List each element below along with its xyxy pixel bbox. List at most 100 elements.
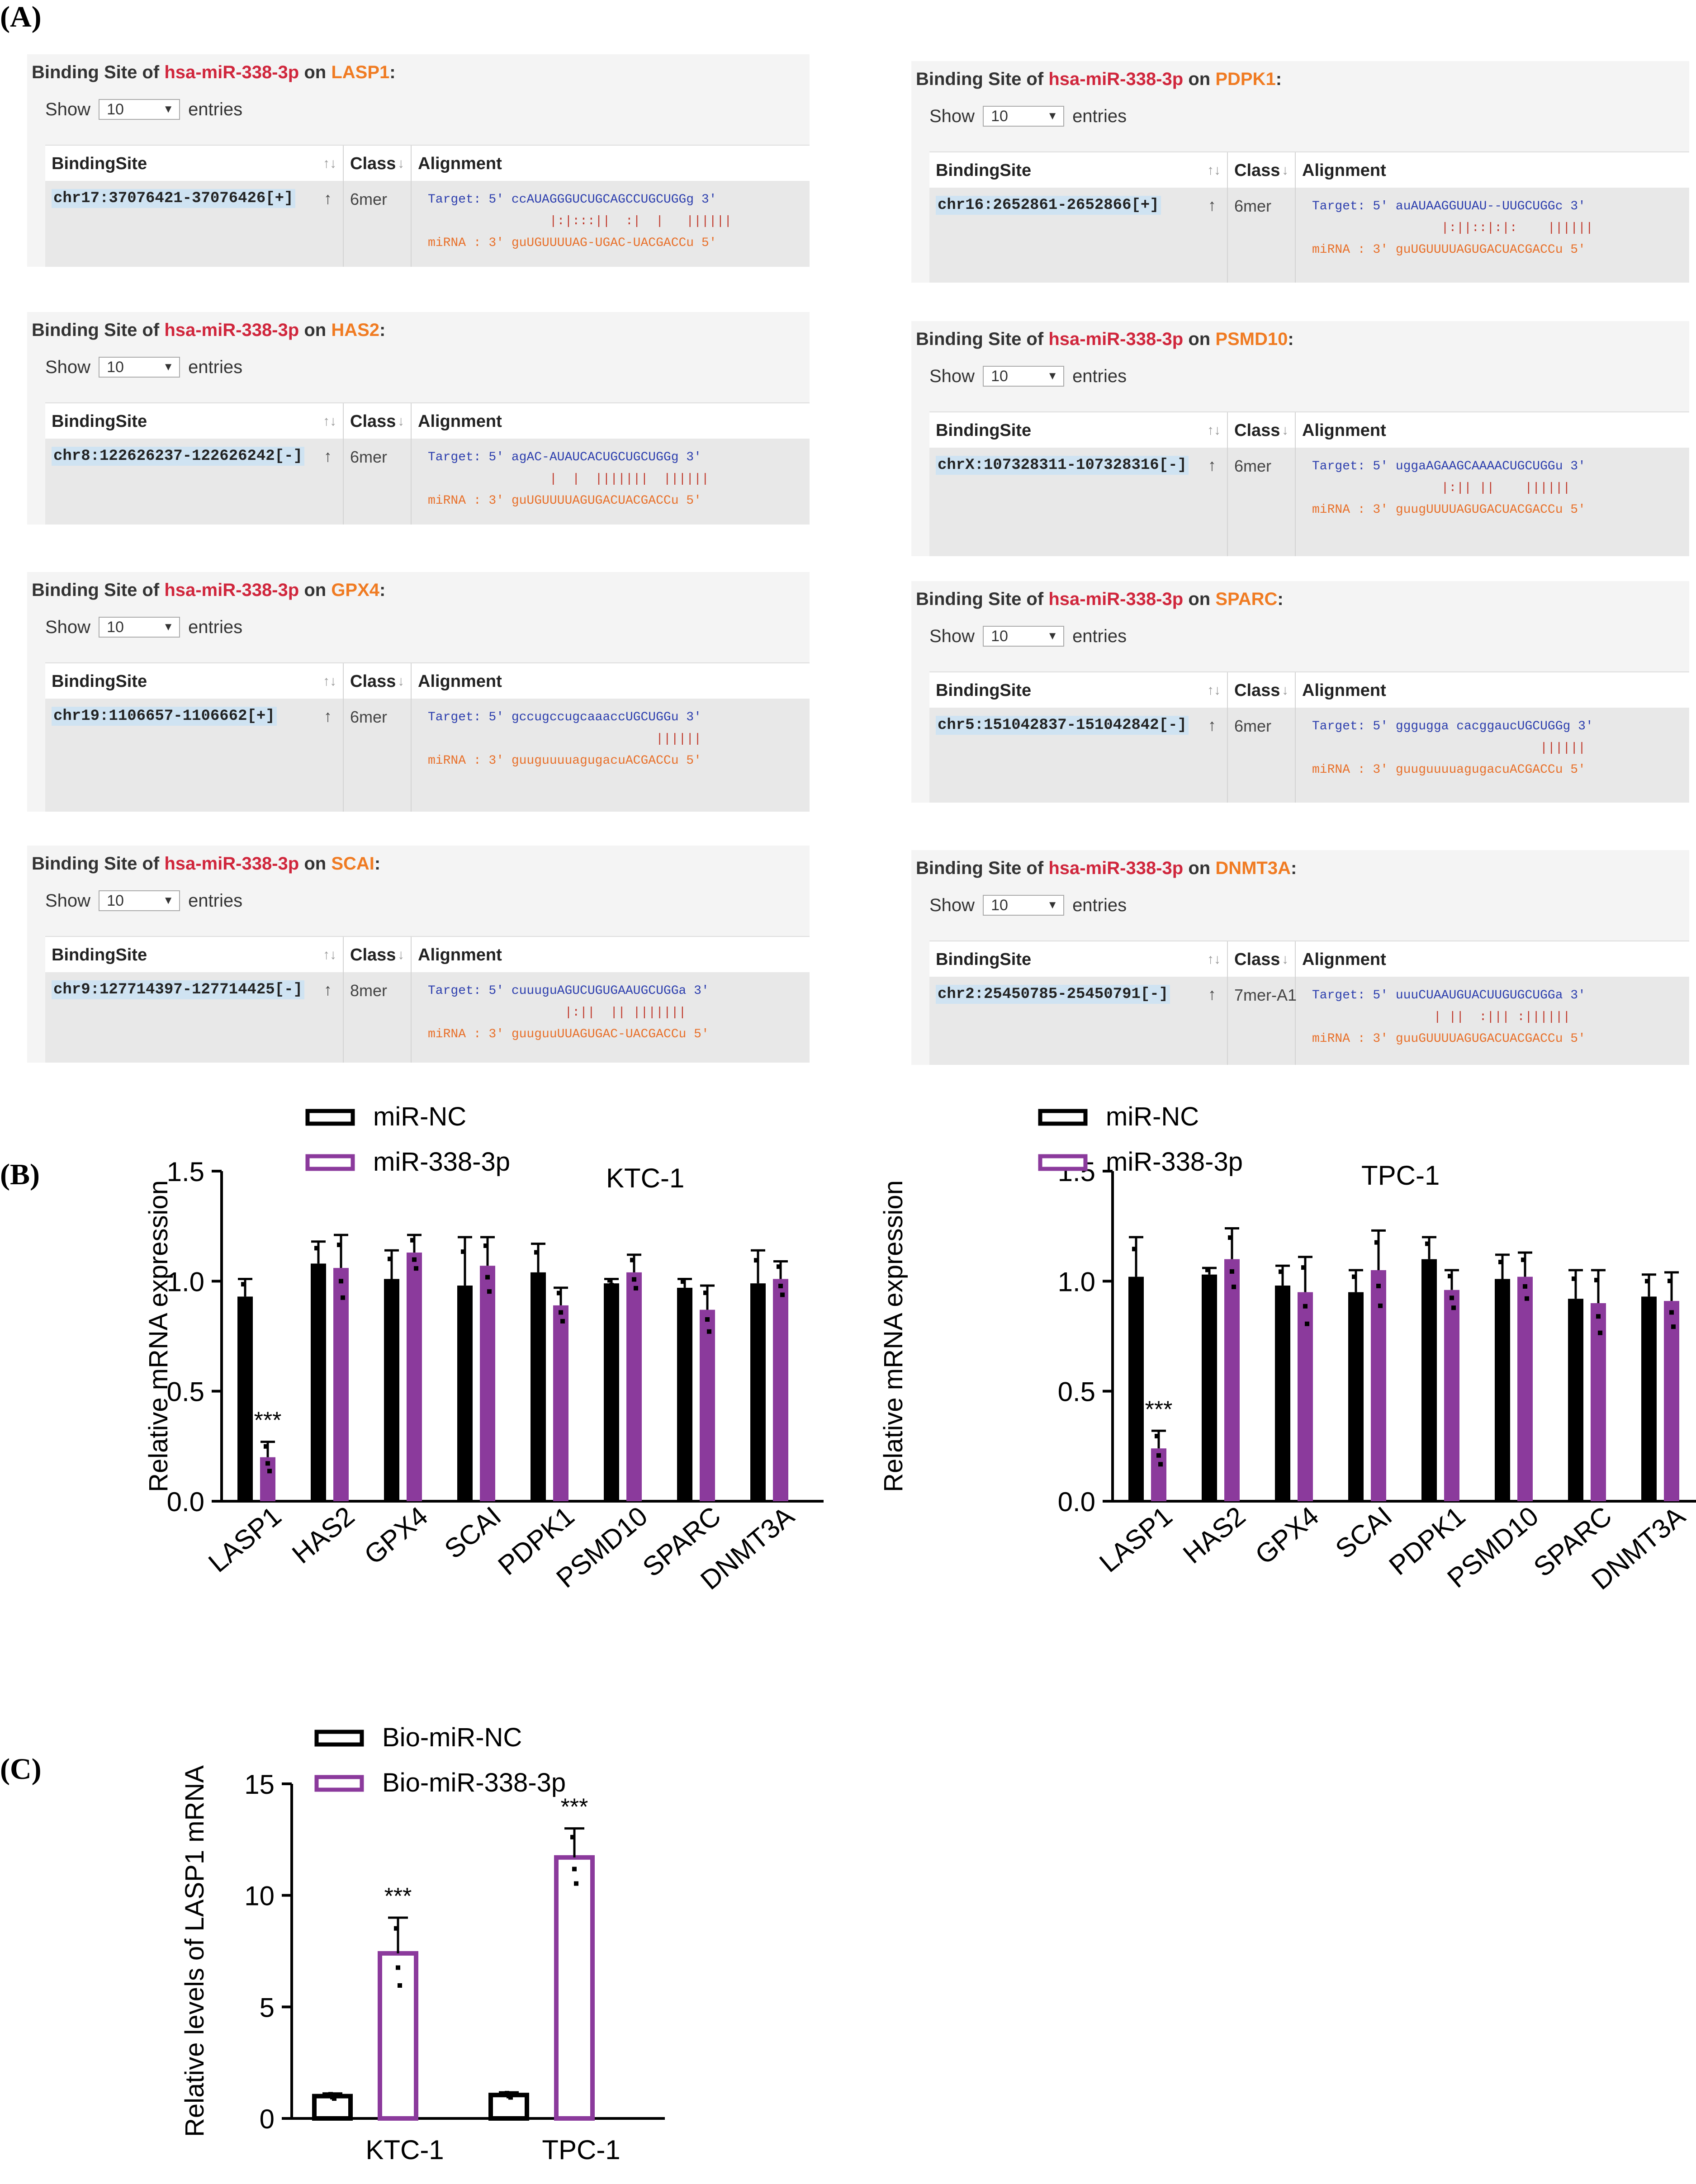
sort-icon[interactable]: ↓: [1282, 683, 1289, 698]
col-header-class[interactable]: Class: [350, 154, 396, 173]
col-header-class[interactable]: Class: [350, 945, 396, 964]
title-colon: :: [374, 854, 381, 874]
panel-label-b: (B): [0, 1158, 40, 1191]
entries-select[interactable]: 10 ▼: [983, 626, 1065, 647]
col-header-site[interactable]: BindingSite: [936, 161, 1032, 180]
mirna-name: hsa-miR-338-3p: [1048, 858, 1184, 878]
col-header-class[interactable]: Class: [1234, 681, 1280, 700]
mirna-line: miRNA : 3' guuGUUUUAGUGACUACGACCu 5': [1312, 1032, 1586, 1046]
col-header-alignment[interactable]: Alignment: [418, 154, 502, 173]
col-header-site[interactable]: BindingSite: [936, 681, 1032, 700]
sort-icon[interactable]: ↑↓: [1207, 683, 1221, 698]
panel-title: Binding Site of hsa-miR-338-3p on GPX4:: [32, 572, 385, 608]
y-tick-label: 0: [260, 2104, 275, 2134]
table-row: chrX:107328311-107328316[-] ↑ 6mer Target…: [929, 448, 1689, 556]
bar: [553, 1305, 568, 1501]
sort-icon[interactable]: ↓: [1282, 163, 1289, 178]
bar: [407, 1253, 422, 1501]
binding-site-value[interactable]: chr9:127714397-127714425[-]: [52, 980, 304, 999]
sort-icon[interactable]: ↑↓: [323, 947, 336, 962]
sort-icon[interactable]: ↑↓: [1207, 163, 1221, 178]
entries-select[interactable]: 10 ▼: [983, 366, 1065, 387]
sort-icon[interactable]: ↑↓: [323, 674, 336, 689]
entries-select[interactable]: 10 ▼: [99, 890, 180, 911]
data-point: [414, 1266, 418, 1271]
col-header-site[interactable]: BindingSite: [52, 412, 147, 431]
alignment-text: Target: 5' gccugccugcaaaccUGCUGGu 3' |||…: [428, 707, 810, 772]
target-line: Target: 5' auAUAAGGUUAU--UUGCUGGc 3': [1312, 199, 1586, 213]
entries-value: 10: [991, 897, 1008, 914]
alignment-text: Target: 5' auAUAAGGUUAU--UUGCUGGc 3' |:|…: [1312, 196, 1689, 261]
table-header: BindingSite ↑↓ Class ↓ Alignment: [929, 411, 1689, 450]
bar: [480, 1266, 495, 1501]
chart-title: KTC-1: [606, 1163, 684, 1193]
entries-select[interactable]: 10 ▼: [99, 99, 180, 120]
data-point: [245, 1310, 249, 1315]
data-point: [1207, 1275, 1212, 1280]
binding-site-value[interactable]: chr17:37076421-37076426[+]: [52, 189, 295, 208]
binding-site-value[interactable]: chr19:1106657-1106662[+]: [52, 707, 277, 726]
binding-site-value[interactable]: chr16:2652861-2652866[+]: [936, 196, 1161, 215]
col-header-alignment[interactable]: Alignment: [1302, 950, 1386, 969]
data-point: [707, 1329, 711, 1334]
entries-select[interactable]: 10 ▼: [99, 357, 180, 378]
data-point: [1448, 1274, 1452, 1279]
legend-label: miR-NC: [1106, 1102, 1199, 1131]
entries-label: entries: [188, 99, 243, 119]
y-axis-label: Relative mRNA expression: [879, 1180, 908, 1492]
col-header-class[interactable]: Class: [1234, 421, 1280, 440]
show-entries: Show 10 ▼ entries: [929, 104, 1127, 128]
sort-icon[interactable]: ↓: [398, 156, 404, 171]
title-prefix: Binding Site of: [32, 62, 160, 82]
col-header-site[interactable]: BindingSite: [52, 154, 147, 173]
x-tick-label: LASP1: [1094, 1501, 1178, 1578]
entries-select[interactable]: 10 ▼: [983, 106, 1065, 127]
col-header-site[interactable]: BindingSite: [936, 950, 1032, 969]
sort-icon[interactable]: ↓: [398, 414, 404, 429]
col-header-alignment[interactable]: Alignment: [418, 412, 502, 431]
data-point: [574, 1881, 578, 1886]
entries-select[interactable]: 10 ▼: [983, 895, 1065, 916]
col-header-alignment[interactable]: Alignment: [418, 672, 502, 691]
sort-icon[interactable]: ↑↓: [1207, 423, 1221, 438]
col-header-alignment[interactable]: Alignment: [1302, 421, 1386, 440]
col-header-alignment[interactable]: Alignment: [418, 945, 502, 964]
show-entries: Show 10 ▼ entries: [45, 97, 242, 122]
entries-select[interactable]: 10 ▼: [99, 617, 180, 638]
binding-site-value[interactable]: chrX:107328311-107328316[-]: [936, 456, 1189, 475]
col-header-site[interactable]: BindingSite: [52, 672, 147, 691]
col-header-site[interactable]: BindingSite: [936, 421, 1032, 440]
data-point: [264, 1444, 268, 1449]
panel-title: Binding Site of hsa-miR-338-3p on SPARC:: [916, 581, 1284, 617]
binding-site-value[interactable]: chr2:25450785-25450791[-]: [936, 985, 1170, 1004]
col-header-class[interactable]: Class: [1234, 950, 1280, 969]
sort-icon[interactable]: ↓: [1282, 423, 1289, 438]
data-point: [412, 1257, 417, 1262]
y-tick-label: 10: [244, 1881, 275, 1911]
sort-icon[interactable]: ↑↓: [323, 156, 336, 171]
sort-icon[interactable]: ↑↓: [323, 414, 336, 429]
col-header-alignment[interactable]: Alignment: [1302, 681, 1386, 700]
col-header-site[interactable]: BindingSite: [52, 945, 147, 964]
col-header-alignment[interactable]: Alignment: [1302, 161, 1386, 180]
sort-icon[interactable]: ↑↓: [1207, 952, 1221, 967]
entries-value: 10: [991, 108, 1008, 125]
col-header-class[interactable]: Class: [350, 412, 396, 431]
mirna-name: hsa-miR-338-3p: [164, 62, 299, 82]
data-point: [1498, 1259, 1503, 1264]
col-header-class[interactable]: Class: [350, 672, 396, 691]
binding-site-value[interactable]: chr5:151042837-151042842[-]: [936, 716, 1189, 735]
sort-icon[interactable]: ↓: [398, 674, 404, 689]
show-entries: Show 10 ▼ entries: [929, 364, 1127, 388]
data-point: [1158, 1462, 1163, 1467]
title-on: on: [1188, 329, 1211, 349]
entries-label: entries: [1072, 366, 1127, 386]
sort-icon[interactable]: ↓: [398, 947, 404, 962]
data-point: [1572, 1276, 1576, 1281]
data-point: [1378, 1303, 1383, 1308]
target-line: Target: 5' cuuuguAGUCUGUGAAUGCUGGa 3': [428, 984, 709, 998]
class-value: 6mer: [350, 708, 388, 726]
sort-icon[interactable]: ↓: [1282, 952, 1289, 967]
binding-site-value[interactable]: chr8:122626237-122626242[-]: [52, 447, 304, 466]
col-header-class[interactable]: Class: [1234, 161, 1280, 180]
